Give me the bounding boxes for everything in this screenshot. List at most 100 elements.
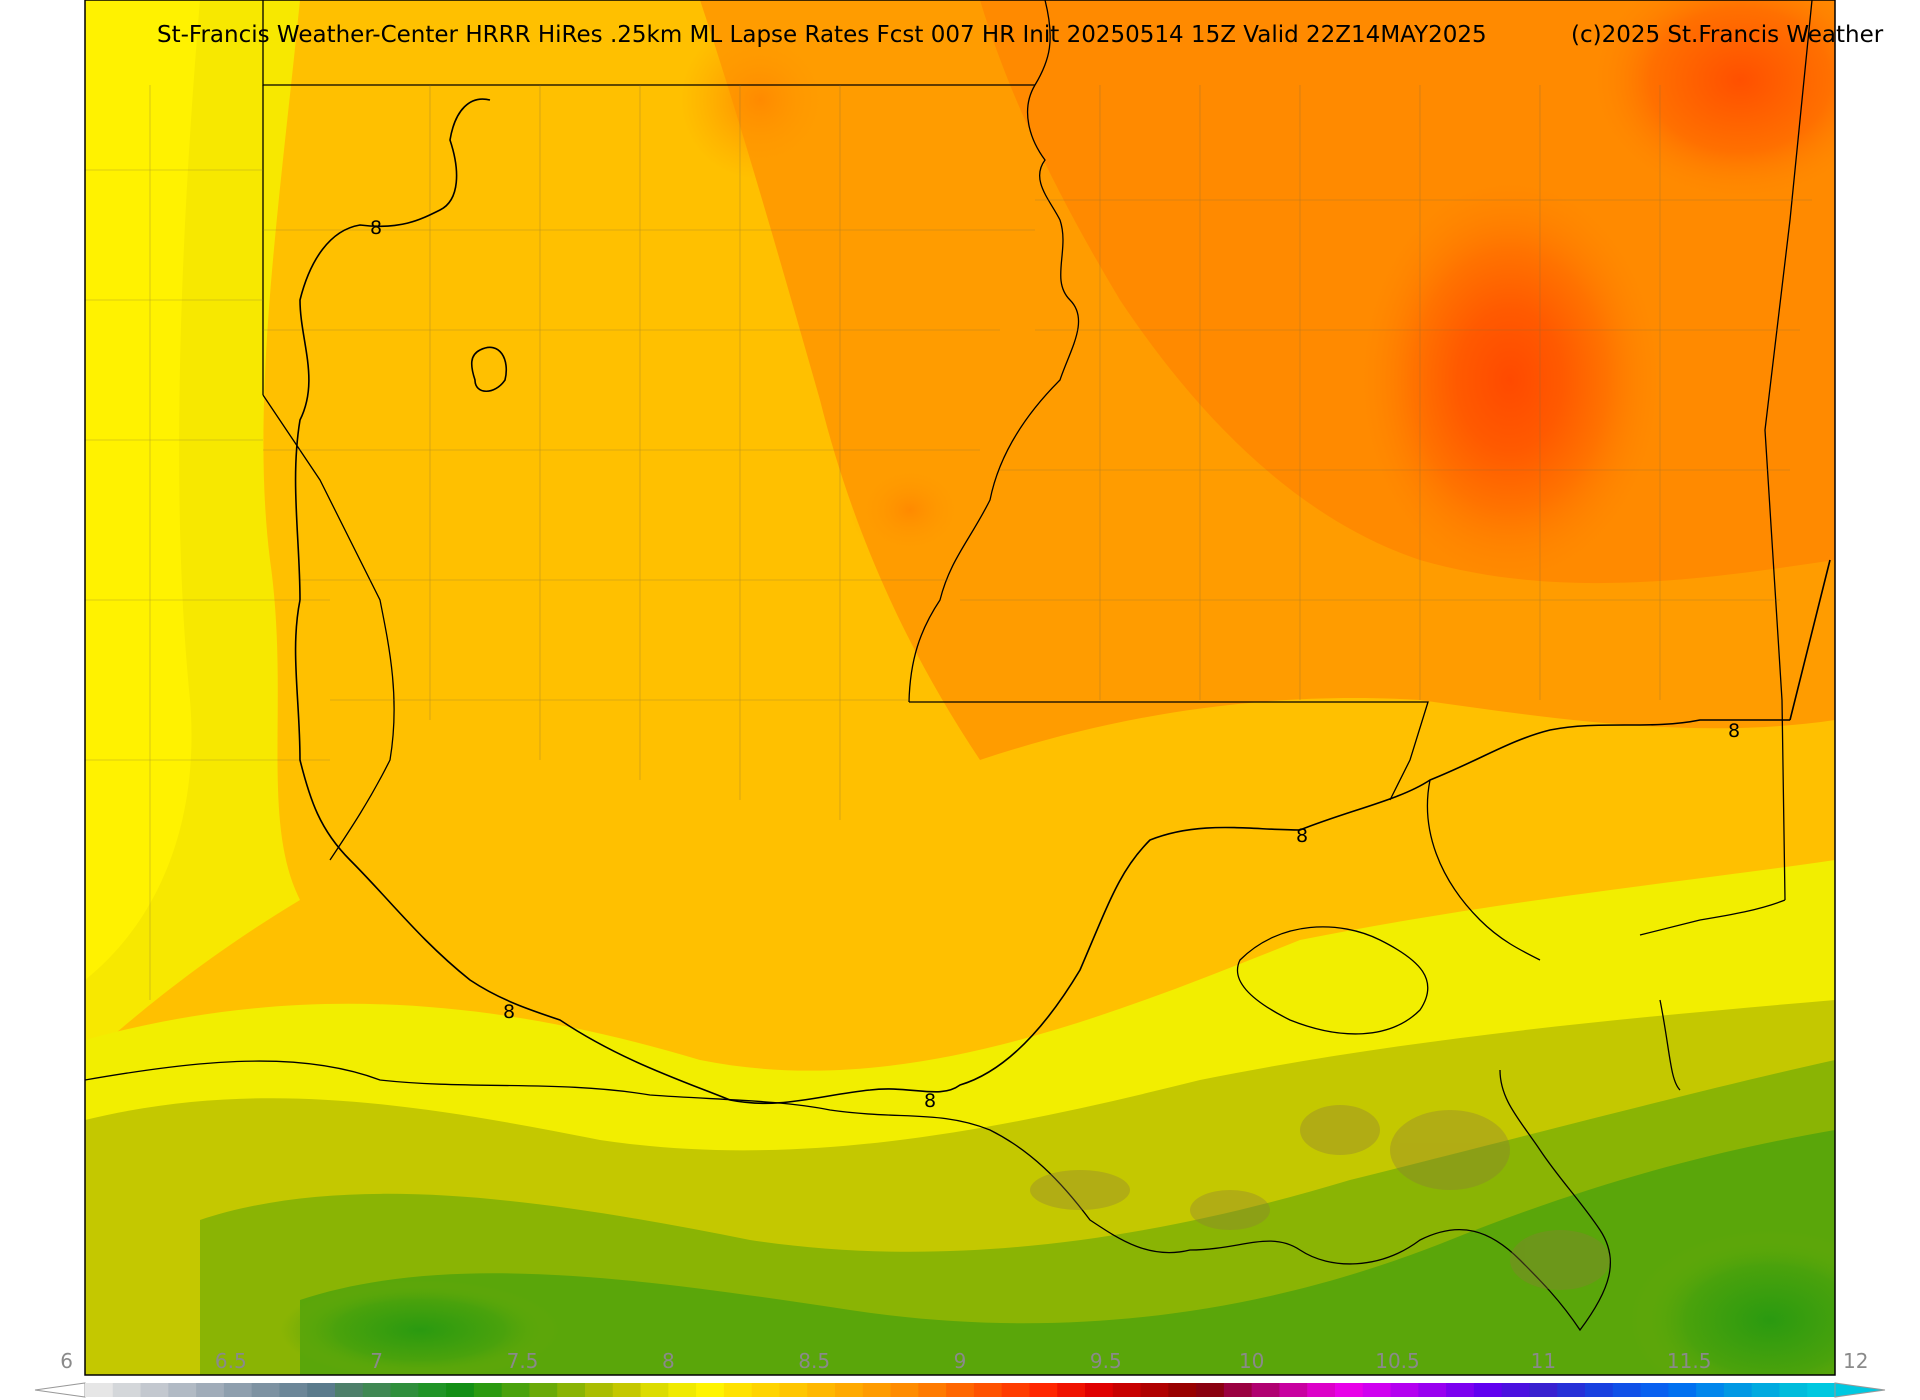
colorbar-swatch (1751, 1383, 1780, 1397)
colorbar-swatch (112, 1383, 142, 1397)
field-hotspot-north (680, 20, 840, 180)
colorbar-swatch (1223, 1383, 1253, 1397)
colorbar-swatch (1140, 1383, 1169, 1397)
field-west-lightyellow (85, 0, 200, 980)
colorbar-swatch (168, 1383, 197, 1397)
colorbar-swatch (862, 1383, 892, 1397)
colorbar-swatch (335, 1383, 364, 1397)
colorbar-swatch (279, 1383, 308, 1397)
colorbar-swatch (1168, 1383, 1197, 1397)
colorbar-swatch (1390, 1383, 1419, 1397)
contour-8-line (294, 98, 1831, 1105)
colorbar-swatch (1779, 1383, 1808, 1397)
colorbar-swatch (779, 1383, 808, 1397)
colorbar-tick-label: 10.5 (1375, 1349, 1420, 1373)
contour-label-4: 8 (1296, 825, 1308, 847)
colorbar-swatch (835, 1383, 864, 1397)
field-gulf-darkgreen-2 (280, 1280, 560, 1375)
colorbar-swatch (1585, 1383, 1614, 1397)
colorbar-swatch (140, 1383, 169, 1397)
colorbar-tick-label: 10 (1239, 1349, 1264, 1373)
contour-8-loop (470, 346, 507, 393)
contour-label-3: 8 (924, 1090, 936, 1112)
colorbar-swatch (1362, 1383, 1392, 1397)
colorbar-swatch (1668, 1383, 1697, 1397)
colorbar-swatch (390, 1383, 419, 1397)
colorbar-tick-label: 7 (370, 1349, 383, 1373)
colorbar-swatch (668, 1383, 697, 1397)
colorbar-swatch (1807, 1383, 1836, 1397)
colorbar-swatch (1640, 1383, 1669, 1397)
colorbar-swatch (807, 1383, 836, 1397)
colorbar-swatch (85, 1383, 114, 1397)
colorbar-swatch (1001, 1383, 1030, 1397)
colorbar-swatch (1251, 1383, 1280, 1397)
colorbar-tick-label: 7.5 (507, 1349, 539, 1373)
colorbar-swatch (501, 1383, 530, 1397)
copyright-text: (c)2025 St.Francis Weather (1571, 22, 1884, 48)
colorbar-swatch (446, 1383, 475, 1397)
colorbar: 6 6.5 7 7.5 8 8.5 9 9.5 10 10.5 11 11.5 12 (34, 1349, 1886, 1398)
colorbar-min-extension (34, 1382, 86, 1398)
colorbar-tick-label: 8 (662, 1349, 675, 1373)
map-panel: 8 8 8 8 8 (85, 0, 1835, 1375)
field-hotspot-east (1360, 180, 1660, 580)
colorbar-swatch (1473, 1383, 1503, 1397)
colorbar-swatch (1557, 1383, 1586, 1397)
colorbar-swatch (946, 1383, 975, 1397)
colorbar-swatch (1529, 1383, 1558, 1397)
map-frame (84, 0, 1836, 1376)
colorbar-swatch (585, 1383, 614, 1397)
colorbar-tick-label: 9 (954, 1349, 967, 1373)
field-hotspot-ne (1590, 0, 1835, 200)
colorbar-tick-label: 8.5 (798, 1349, 830, 1373)
colorbar-swatch (1501, 1383, 1530, 1397)
colorbar-swatch (1335, 1383, 1364, 1397)
colorbar-swatch (529, 1383, 558, 1397)
colorbar-swatch (418, 1383, 447, 1397)
colorbar-swatch (557, 1383, 586, 1397)
colorbar-swatch (612, 1383, 642, 1397)
colorbar-swatch (1196, 1383, 1225, 1397)
colorbar-swatch (307, 1383, 336, 1397)
marsh-texture (1030, 1105, 1610, 1290)
contour-label-2: 8 (503, 1001, 515, 1023)
colorbar-swatch (918, 1383, 947, 1397)
colorbar-swatch (1279, 1383, 1308, 1397)
colorbar-tick-label: 11 (1531, 1349, 1556, 1373)
state-borders (262, 0, 1813, 901)
colorbar-swatch (1446, 1383, 1475, 1397)
colorbar-tick-label: 6 (60, 1349, 73, 1373)
colorbar-swatch (473, 1383, 503, 1397)
colorbar-swatch (890, 1383, 919, 1397)
colorbar-swatch (196, 1383, 225, 1397)
colorbar-swatch (251, 1383, 280, 1397)
colorbar-swatch (1612, 1383, 1642, 1397)
contour-label-1: 8 (370, 217, 382, 239)
colorbar-tick-label: 6.5 (215, 1349, 247, 1373)
colorbar-swatch (1723, 1383, 1753, 1397)
county-lines (85, 85, 1812, 1000)
colorbar-swatch (1696, 1383, 1725, 1397)
colorbar-swatch (1418, 1383, 1447, 1397)
contour-label-5: 8 (1728, 720, 1740, 742)
map-title: St-Francis Weather-Center HRRR HiRes .25… (157, 22, 1487, 48)
colorbar-tick-label: 9.5 (1090, 1349, 1122, 1373)
colorbar-swatch (1029, 1383, 1058, 1397)
colorbar-swatch (362, 1383, 392, 1397)
colorbar-swatch (223, 1383, 253, 1397)
colorbar-swatch (1307, 1383, 1336, 1397)
field-gulf-darkgreen (1630, 1230, 1835, 1375)
colorbar-swatch (751, 1383, 780, 1397)
colorbar-swatch (1057, 1383, 1086, 1397)
colorbar-swatch (696, 1383, 725, 1397)
colorbar-max-extension (1834, 1382, 1886, 1398)
colorbar-swatch (1085, 1383, 1114, 1397)
colorbar-swatch (1112, 1383, 1142, 1397)
colorbar-swatch (723, 1383, 753, 1397)
colorbar-swatch (973, 1383, 1003, 1397)
colorbar-tick-label: 11.5 (1667, 1349, 1712, 1373)
colorbar-swatch (640, 1383, 669, 1397)
field-gulf-green (300, 1130, 1835, 1375)
